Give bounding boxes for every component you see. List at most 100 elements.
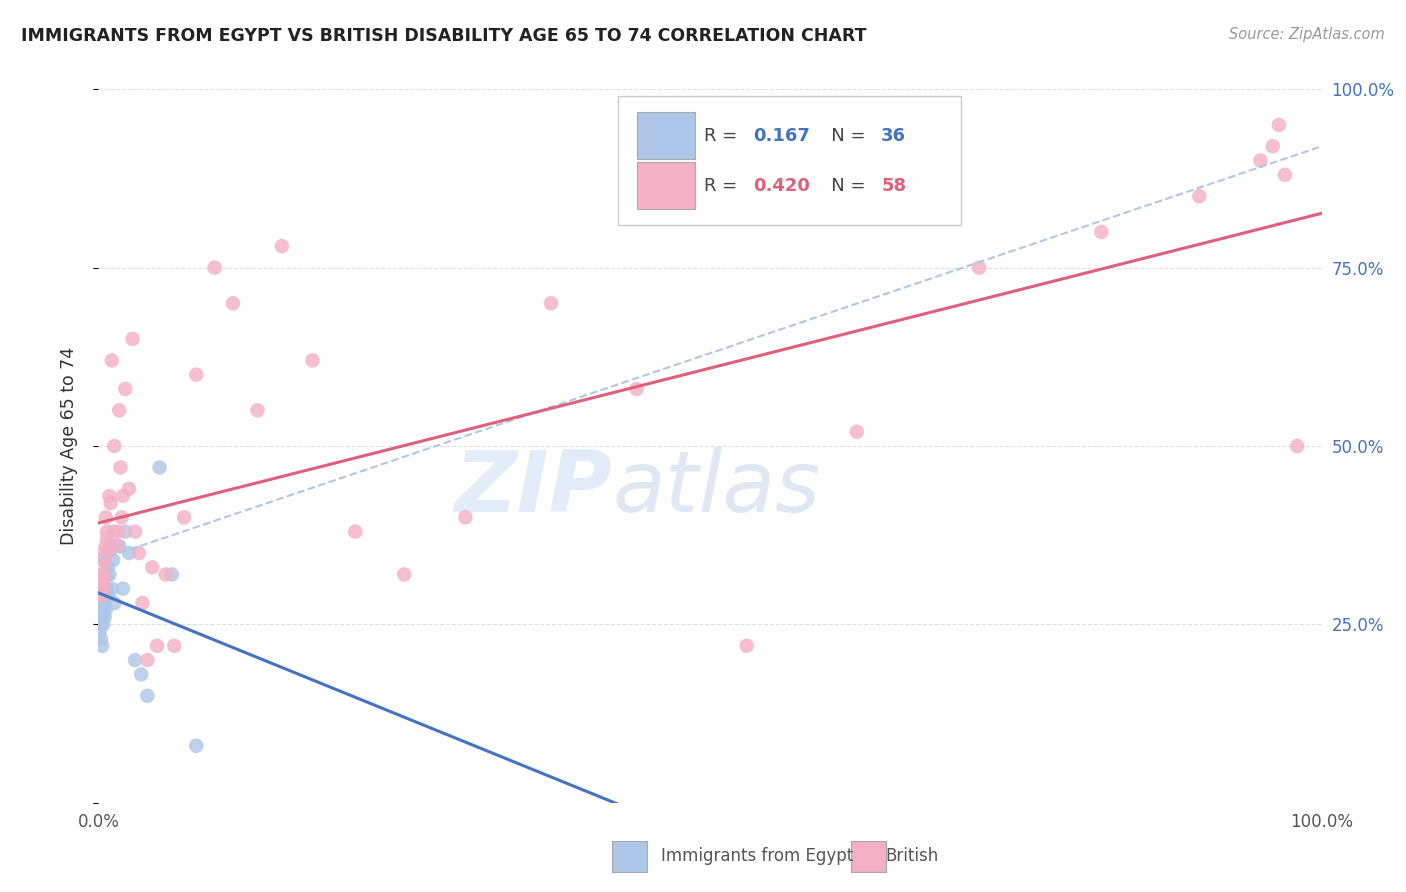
Text: 0.420: 0.420 — [752, 177, 810, 194]
Text: Immigrants from Egypt: Immigrants from Egypt — [661, 847, 853, 865]
Point — [101, 524, 124, 539]
Point — [105, 539, 128, 553]
Point — [96, 567, 118, 582]
Point — [91, 574, 114, 589]
Point — [97, 589, 120, 603]
Point — [114, 382, 136, 396]
Point — [91, 582, 114, 596]
Point — [94, 603, 117, 617]
Text: 58: 58 — [882, 177, 907, 194]
Point — [101, 582, 124, 596]
Text: R =: R = — [704, 127, 742, 145]
Text: IMMIGRANTS FROM EGYPT VS BRITISH DISABILITY AGE 65 TO 74 CORRELATION CHART: IMMIGRANTS FROM EGYPT VS BRITISH DISABIL… — [21, 27, 866, 45]
Point — [107, 524, 129, 539]
Point — [98, 489, 121, 503]
Point — [131, 596, 153, 610]
Point — [1286, 439, 1309, 453]
Text: N =: N = — [814, 177, 872, 194]
Point — [301, 353, 323, 368]
Point — [222, 296, 245, 310]
Point — [1261, 139, 1284, 153]
Point — [103, 439, 125, 453]
Point — [173, 510, 195, 524]
Point — [94, 539, 117, 553]
Point — [1268, 118, 1291, 132]
Point — [124, 653, 146, 667]
FancyBboxPatch shape — [637, 112, 696, 159]
Point — [101, 553, 124, 567]
Point — [108, 403, 131, 417]
Point — [91, 603, 114, 617]
Point — [93, 553, 115, 567]
Point — [1188, 189, 1211, 203]
Point — [1090, 225, 1112, 239]
Point — [118, 546, 141, 560]
Point — [91, 610, 114, 624]
FancyBboxPatch shape — [619, 96, 960, 225]
Point — [160, 567, 183, 582]
Point — [270, 239, 294, 253]
Point — [128, 546, 150, 560]
Point — [108, 539, 131, 553]
Point — [91, 596, 114, 610]
Point — [141, 560, 163, 574]
Point — [94, 510, 117, 524]
Point — [626, 382, 648, 396]
Point — [89, 610, 111, 624]
Point — [91, 639, 114, 653]
FancyBboxPatch shape — [637, 162, 696, 209]
Point — [111, 489, 134, 503]
Text: ZIP: ZIP — [454, 447, 612, 531]
Point — [155, 567, 177, 582]
Text: atlas: atlas — [612, 447, 820, 531]
Point — [246, 403, 269, 417]
Y-axis label: Disability Age 65 to 74: Disability Age 65 to 74 — [59, 347, 77, 545]
Point — [136, 653, 159, 667]
Point — [110, 460, 132, 475]
Point — [845, 425, 868, 439]
Point — [91, 582, 114, 596]
Point — [91, 553, 114, 567]
Point — [1249, 153, 1271, 168]
Point — [97, 560, 120, 574]
Point — [121, 332, 143, 346]
Point — [96, 524, 118, 539]
Point — [96, 532, 118, 546]
Point — [91, 617, 114, 632]
Point — [91, 546, 114, 560]
Text: British: British — [886, 847, 939, 865]
Point — [100, 539, 122, 553]
Point — [118, 482, 141, 496]
Point — [163, 639, 186, 653]
Point — [90, 589, 112, 603]
Text: Source: ZipAtlas.com: Source: ZipAtlas.com — [1229, 27, 1385, 42]
Text: R =: R = — [704, 177, 742, 194]
Point — [186, 739, 208, 753]
Point — [93, 582, 115, 596]
Point — [344, 524, 367, 539]
Point — [136, 689, 159, 703]
Point — [735, 639, 758, 653]
Point — [111, 510, 134, 524]
Point — [89, 582, 111, 596]
Point — [540, 296, 562, 310]
Point — [967, 260, 990, 275]
Point — [98, 567, 121, 582]
Point — [90, 567, 112, 582]
Point — [101, 353, 124, 368]
Point — [90, 632, 112, 646]
Point — [93, 567, 115, 582]
Point — [454, 510, 477, 524]
Point — [97, 546, 120, 560]
Point — [149, 460, 172, 475]
Point — [111, 582, 134, 596]
Point — [392, 567, 416, 582]
Text: N =: N = — [814, 127, 872, 145]
Point — [124, 524, 146, 539]
Point — [186, 368, 208, 382]
Text: 36: 36 — [882, 127, 907, 145]
Point — [90, 617, 112, 632]
Point — [96, 582, 118, 596]
Point — [114, 524, 136, 539]
Point — [204, 260, 226, 275]
